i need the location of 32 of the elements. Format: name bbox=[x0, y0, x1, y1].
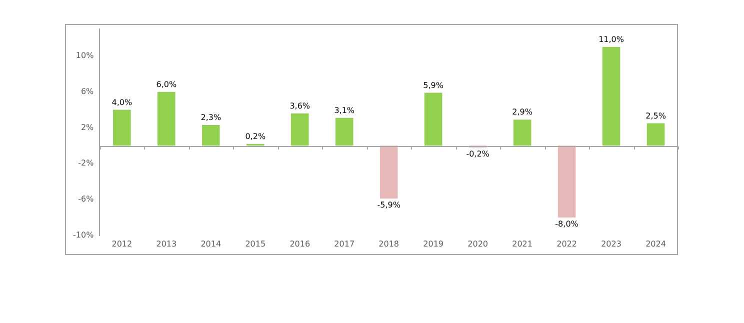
data-label: -5,9% bbox=[377, 200, 401, 210]
x-tick-label: 2012 bbox=[112, 239, 132, 248]
x-tick-label: 2024 bbox=[646, 239, 666, 248]
data-label: -0,2% bbox=[466, 150, 490, 159]
data-label: 2,9% bbox=[512, 108, 533, 117]
x-tick-label: 2022 bbox=[556, 239, 577, 248]
data-label: 4,0% bbox=[112, 98, 132, 107]
x-tick-label: 2020 bbox=[468, 239, 488, 248]
data-label: 3,1% bbox=[334, 106, 355, 115]
x-tick-label: 2018 bbox=[378, 239, 400, 248]
data-label: 2,3% bbox=[200, 113, 222, 122]
y-tick-label: 2% bbox=[80, 122, 94, 132]
y-tick-label: -2% bbox=[78, 158, 94, 168]
data-label: 0,2% bbox=[245, 132, 266, 141]
data-label: 6,0% bbox=[156, 80, 177, 89]
data-label: 2,5% bbox=[646, 111, 666, 120]
x-tick-label: 2019 bbox=[423, 239, 444, 248]
x-tick-label: 2023 bbox=[601, 239, 622, 248]
x-tick-label: 2015 bbox=[245, 239, 266, 248]
x-tick-label: 2017 bbox=[334, 239, 355, 248]
x-tick-label: 2014 bbox=[200, 239, 222, 248]
y-tick-label: -6% bbox=[78, 194, 94, 204]
x-tick-label: 2013 bbox=[156, 239, 177, 248]
data-label: 3,6% bbox=[290, 101, 310, 110]
y-tick-label: -10% bbox=[72, 230, 94, 240]
y-tick-label: 10% bbox=[76, 51, 94, 60]
data-label: 11,0% bbox=[598, 35, 624, 44]
x-tick-label: 2016 bbox=[290, 239, 310, 248]
y-tick-label: 6% bbox=[80, 86, 94, 96]
data-label: 5,9% bbox=[423, 80, 444, 90]
data-label: -8,0% bbox=[555, 220, 579, 229]
x-tick-label: 2021 bbox=[512, 239, 532, 248]
